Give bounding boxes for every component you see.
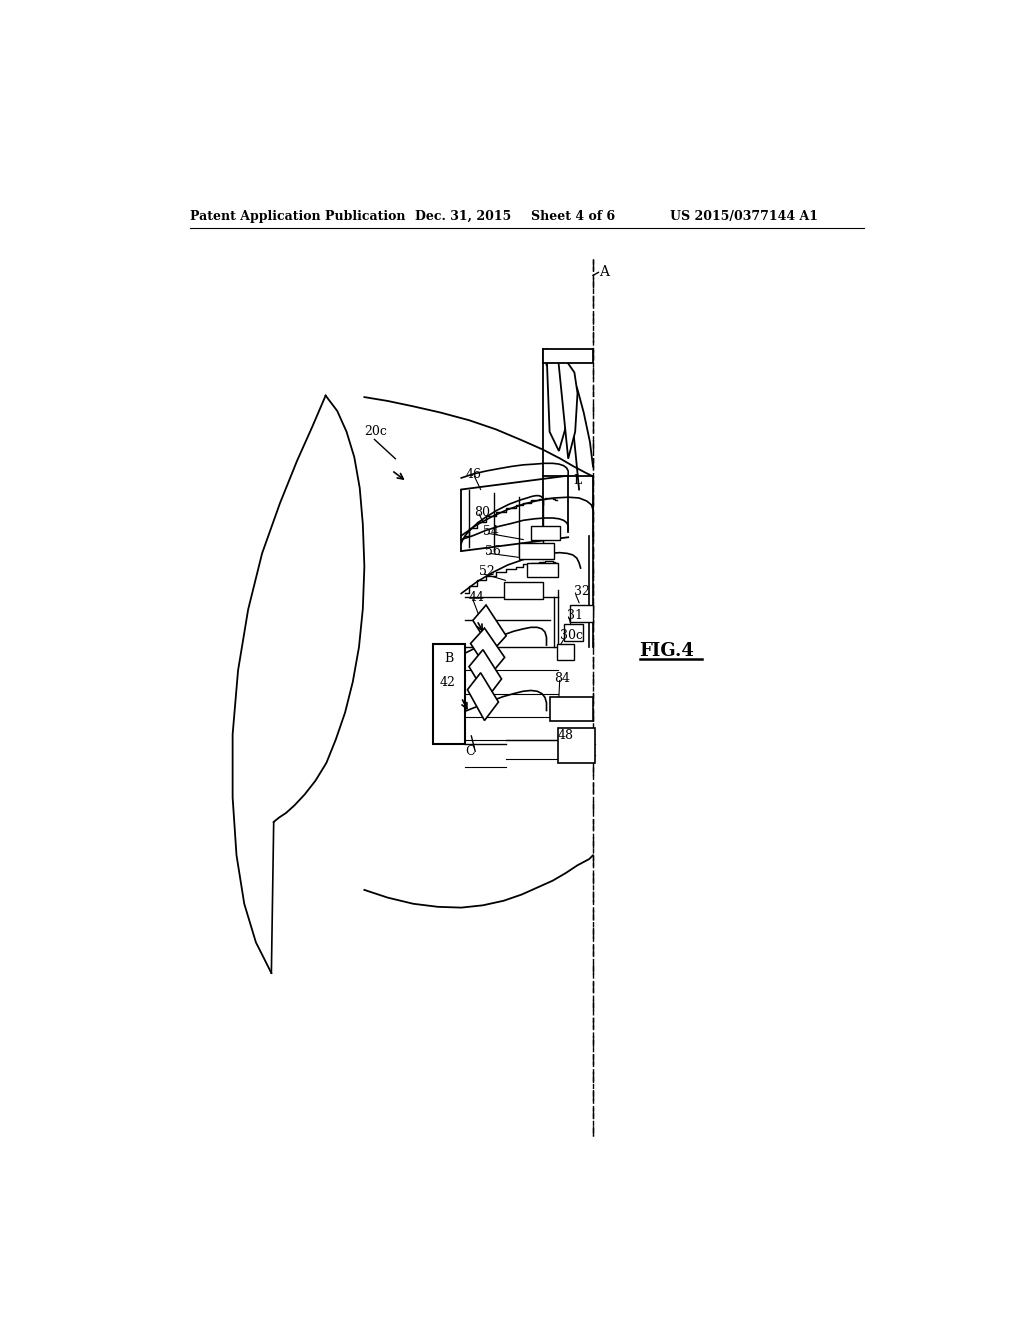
Bar: [519, 544, 554, 558]
Text: 42: 42: [439, 676, 456, 689]
Text: 31: 31: [566, 609, 583, 622]
Polygon shape: [473, 605, 506, 651]
Text: 54: 54: [483, 525, 499, 539]
Polygon shape: [469, 649, 502, 697]
Text: 84: 84: [554, 672, 570, 685]
Polygon shape: [471, 628, 505, 675]
Text: 32: 32: [573, 585, 590, 598]
Bar: [569, 605, 593, 622]
Text: B: B: [444, 652, 454, 665]
Bar: [557, 644, 574, 660]
Text: 48: 48: [558, 730, 574, 742]
Polygon shape: [547, 351, 569, 451]
Bar: [527, 562, 558, 577]
Bar: [550, 697, 593, 721]
Text: 44: 44: [469, 591, 485, 603]
Text: Sheet 4 of 6: Sheet 4 of 6: [531, 210, 615, 223]
Bar: [558, 729, 595, 763]
Bar: [504, 582, 543, 599]
Text: 56: 56: [484, 545, 501, 557]
Text: 20c: 20c: [365, 425, 387, 438]
Text: C: C: [465, 744, 475, 758]
Text: 30c: 30c: [560, 630, 584, 643]
Text: US 2015/0377144 A1: US 2015/0377144 A1: [671, 210, 818, 223]
Bar: [544, 350, 593, 363]
Bar: [432, 644, 465, 743]
Text: 52: 52: [479, 565, 495, 578]
Text: Patent Application Publication: Patent Application Publication: [190, 210, 406, 223]
Polygon shape: [467, 673, 499, 721]
Bar: [531, 527, 560, 540]
Bar: [563, 624, 583, 642]
Text: A: A: [599, 265, 609, 280]
Text: 80: 80: [474, 506, 490, 519]
Text: L: L: [572, 474, 581, 487]
Polygon shape: [558, 359, 578, 459]
Text: FIG.4: FIG.4: [640, 643, 694, 660]
Text: 46: 46: [465, 467, 481, 480]
Text: Dec. 31, 2015: Dec. 31, 2015: [415, 210, 511, 223]
